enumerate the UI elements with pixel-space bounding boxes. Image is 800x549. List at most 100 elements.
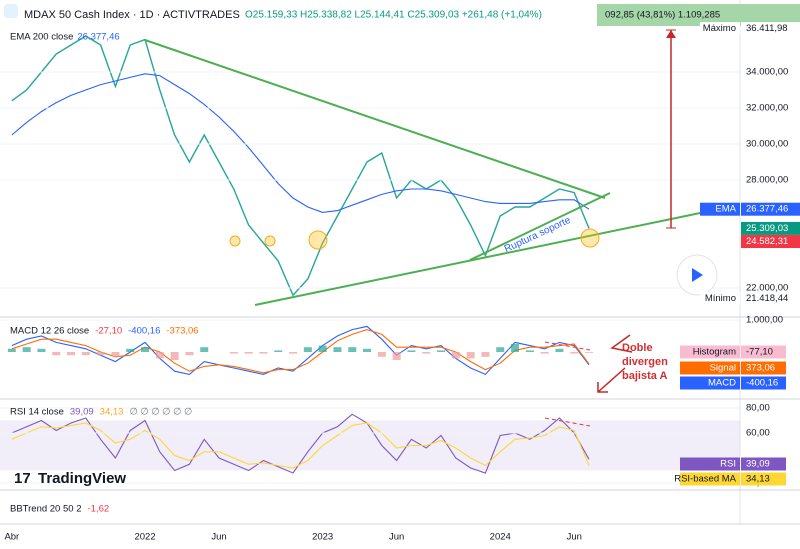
histogram-bar xyxy=(363,348,372,352)
pane-title: BBTrend 20 50 2 xyxy=(10,504,81,515)
series-line xyxy=(11,35,590,297)
y-tick-label: 28.000,00 xyxy=(746,175,788,186)
legend-value: -27,10 xyxy=(95,326,122,337)
y-tick-label: 34.000,00 xyxy=(746,67,788,78)
logo: 17 TradingView xyxy=(14,470,126,487)
price-label-box xyxy=(741,221,800,235)
pane-title: RSI 14 close xyxy=(10,407,64,418)
price-label-name-box xyxy=(700,291,740,305)
histogram-bar xyxy=(555,348,564,352)
histogram-bar xyxy=(407,350,416,352)
indicator-value: -77,10 xyxy=(746,347,773,358)
y-tick-label: 32.000,00 xyxy=(746,103,788,114)
price-label-name-box xyxy=(700,202,740,216)
histogram-bar xyxy=(540,352,549,354)
series-line xyxy=(11,422,590,469)
play-icon xyxy=(692,268,703,282)
indicator-name: Histogram xyxy=(693,347,736,358)
x-tick-label: Jun xyxy=(567,532,582,543)
price-label-box xyxy=(741,202,800,216)
panes xyxy=(0,35,740,484)
ohlc: O25.159,33 H25.338,82 L25.144,41 C25.309… xyxy=(245,10,542,21)
series-line xyxy=(11,329,590,374)
histogram-bar xyxy=(348,347,357,352)
histogram-bar xyxy=(111,352,120,357)
legend-value: 26.377,46 xyxy=(77,32,119,43)
histogram-bar xyxy=(185,352,194,356)
drawings xyxy=(144,29,706,306)
price-label: 26.377,46 xyxy=(746,204,788,215)
y-tick-label: 30.000,00 xyxy=(746,139,788,150)
legend-value: 39,09 xyxy=(70,407,94,418)
note: Doble xyxy=(622,342,653,354)
y-tick-label: 22.000,00 xyxy=(746,283,788,294)
histogram-bar xyxy=(274,350,283,352)
x-tick-label: 2022 xyxy=(134,532,155,543)
indicator-value-box xyxy=(741,457,786,471)
indicator-value-box xyxy=(741,376,786,390)
price-label-name-box xyxy=(700,22,740,36)
histogram-bar xyxy=(525,350,534,352)
histogram-bar xyxy=(392,352,401,360)
note: bajista A xyxy=(622,370,667,382)
histogram-bar xyxy=(96,352,105,356)
x-tick-label: Abr xyxy=(4,532,19,543)
price-label-name: EMA xyxy=(715,204,736,215)
symbol-icon xyxy=(4,4,18,18)
histogram-bar xyxy=(126,348,135,352)
y-tick-label: 80,00 xyxy=(746,403,770,414)
pane xyxy=(11,35,590,297)
range-text: 092,85 (43,81%) 1.109,285 xyxy=(605,10,720,21)
logo-text: TradingView xyxy=(38,470,126,487)
histogram-bar xyxy=(229,352,238,354)
histogram-bar xyxy=(22,347,31,352)
indicator-name: RSI-based MA xyxy=(674,474,736,485)
indicator-name: RSI xyxy=(720,459,736,470)
price-label-box xyxy=(741,22,800,36)
price-label-box xyxy=(741,235,800,249)
histogram-bar xyxy=(451,352,460,359)
indicator-value-box xyxy=(741,361,786,375)
y-tick-label: 1.000,00 xyxy=(746,315,783,326)
histogram-bar xyxy=(377,352,386,357)
histogram-bar xyxy=(200,347,209,352)
histogram-bar xyxy=(496,347,505,352)
pane-title: MACD 12 26 close xyxy=(10,326,89,337)
legend-value: -373,06 xyxy=(166,326,198,337)
pane xyxy=(7,325,594,376)
histogram-bar xyxy=(81,352,90,356)
legend-value: ∅ ∅ ∅ ∅ ∅ ∅ xyxy=(129,407,192,418)
histogram-bar xyxy=(259,352,268,354)
histogram-bar xyxy=(289,352,298,354)
x-tick-label: Jun xyxy=(389,532,404,543)
histogram-bar xyxy=(333,347,342,352)
annotation: Ruptura soporte xyxy=(503,215,573,255)
histogram-bar xyxy=(466,352,475,359)
indicator-name-box xyxy=(680,361,740,375)
price-label: 21.418,44 xyxy=(746,293,788,304)
x-tick-label: Jun xyxy=(211,532,226,543)
series-line xyxy=(11,73,590,213)
indicator-name-box xyxy=(680,457,740,471)
indicator-name-box xyxy=(680,472,740,486)
indicator-name: MACD xyxy=(708,378,736,389)
histogram-bar xyxy=(244,352,253,354)
series-line xyxy=(11,413,590,474)
price-label: 36.411,98 xyxy=(746,23,788,34)
indicator-value: 34,13 xyxy=(746,474,770,485)
price-label: 25.309,03 xyxy=(746,223,788,234)
price-label-name: Máximo xyxy=(703,23,736,34)
histogram-bar xyxy=(585,352,594,353)
pane xyxy=(0,413,740,474)
histogram-bar xyxy=(511,344,520,352)
legend-value: -400,16 xyxy=(128,326,160,337)
x-tick-label: 2024 xyxy=(490,532,511,543)
indicator-value-box xyxy=(741,472,786,486)
indicator-value: 373,06 xyxy=(746,363,775,374)
y-tick-label: 60,00 xyxy=(746,428,770,439)
histogram-bar xyxy=(67,352,76,356)
price-label-name: Mínimo xyxy=(705,293,736,304)
divergence-note: Doble divergen bajista A xyxy=(544,334,668,427)
histogram-bar xyxy=(318,345,327,352)
